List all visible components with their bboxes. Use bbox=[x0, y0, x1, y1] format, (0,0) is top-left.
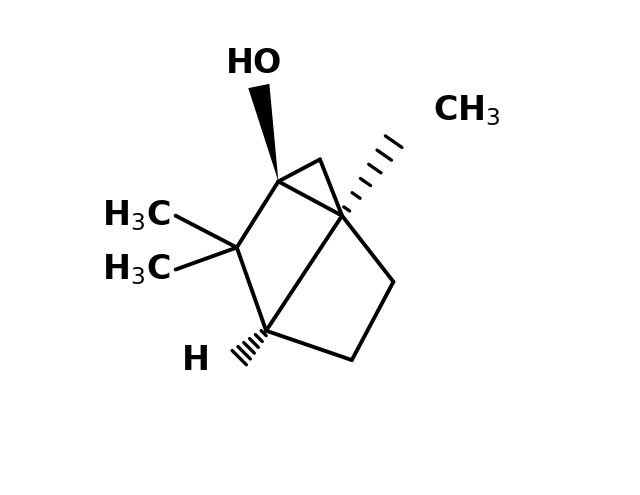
Text: H: H bbox=[182, 344, 210, 377]
Polygon shape bbox=[248, 84, 278, 182]
Text: HO: HO bbox=[226, 48, 282, 81]
Text: H$_3$C: H$_3$C bbox=[102, 198, 171, 233]
Text: CH$_3$: CH$_3$ bbox=[433, 93, 500, 128]
Text: H$_3$C: H$_3$C bbox=[102, 252, 171, 287]
